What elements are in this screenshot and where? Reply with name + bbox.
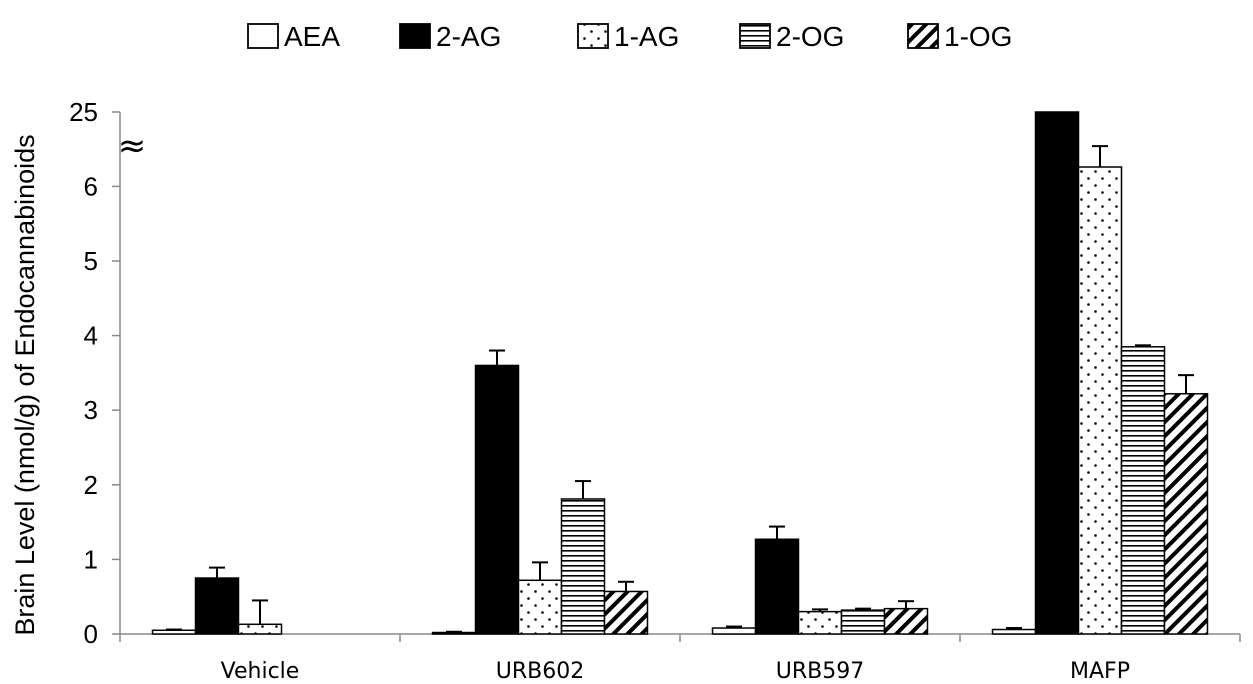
category-label-mafp: MAFP: [1070, 659, 1130, 684]
y-tick-label: 5: [84, 246, 98, 276]
legend-label-1-ag: 1-AG: [614, 21, 679, 52]
category-label-urb597: URB597: [776, 659, 864, 684]
legend-swatch-2-og: [739, 23, 771, 49]
bar-1-ag-vehicle: [237, 623, 283, 635]
chart-legend: AEA 2-AG 1-AG 2-OG 1-OG: [247, 21, 1012, 52]
legend-swatch-2-ag: [399, 23, 431, 49]
legend-label-1-og: 1-OG: [944, 21, 1012, 52]
bar-1-ag-mafp: [1077, 166, 1123, 635]
y-tick-label: 0: [84, 619, 98, 649]
bar-2-og-urb602: [560, 498, 606, 635]
y-axis-title: Brain Level (nmol/g) of Endocannabinoids: [10, 134, 40, 635]
bar-aea-vehicle: [151, 629, 197, 635]
chart-bars: [151, 111, 1209, 635]
legend-label-aea: AEA: [284, 21, 340, 52]
bar-1-ag-urb602: [517, 579, 563, 635]
bar-2-ag-urb597: [754, 538, 800, 635]
y-tick-label: 25: [69, 97, 98, 127]
bar-2-ag-mafp: [1034, 111, 1080, 635]
legend-swatch-1-ag: [577, 23, 609, 49]
bar-aea-mafp: [991, 628, 1037, 635]
category-label-urb602: URB602: [496, 659, 584, 684]
y-tick-label: 3: [84, 395, 98, 425]
legend-swatch-aea: [247, 23, 279, 49]
y-tick-label: 6: [84, 171, 98, 201]
bar-1-og-urb602: [603, 590, 649, 635]
bar-1-og-mafp: [1163, 393, 1209, 635]
y-tick-label: 2: [84, 470, 98, 500]
category-label-vehicle: Vehicle: [221, 659, 300, 684]
bar-2-ag-vehicle: [194, 577, 240, 635]
y-tick-label: 1: [84, 544, 98, 574]
bar-1-ag-urb597: [797, 610, 843, 635]
bar-2-og-mafp: [1120, 346, 1166, 635]
bar-aea-urb597: [711, 627, 757, 635]
bar-2-ag-urb602: [474, 364, 520, 635]
chart-axes: 0 1 2 3 4 5 6 25 ≈ Vehicle URB602 URB597 MAFP: [69, 97, 1241, 684]
chart-error-bars: [166, 145, 1194, 633]
y-tick-label: 4: [84, 321, 98, 351]
legend-label-2-og: 2-OG: [776, 21, 844, 52]
axis-break-mark: ≈: [118, 126, 147, 166]
legend-swatch-1-og: [907, 23, 939, 49]
bar-1-og-urb597: [883, 607, 929, 635]
legend-label-2-ag: 2-AG: [436, 21, 501, 52]
bar-2-og-urb597: [840, 609, 886, 635]
